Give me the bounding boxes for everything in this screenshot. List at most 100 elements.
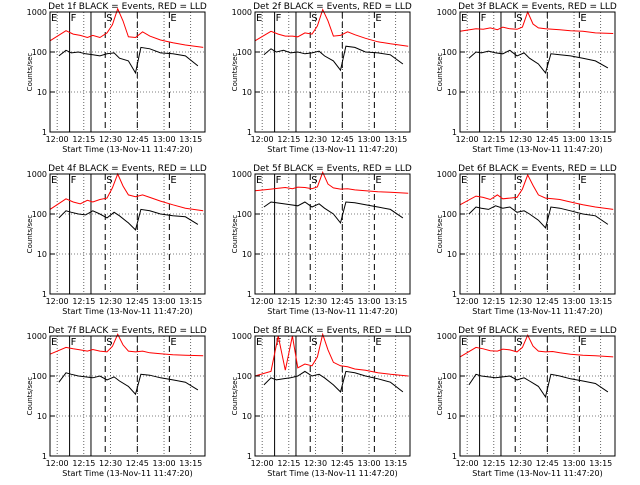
lld-series-line xyxy=(49,7,204,48)
plot-frame xyxy=(459,173,616,295)
panel-title: Det 4f BLACK = Events, RED = LLD xyxy=(48,164,207,174)
lld-series-line xyxy=(49,333,204,357)
x-tick-label: 13:15 xyxy=(384,135,407,144)
events-series-line xyxy=(263,201,404,224)
x-tick-label: 12:15 xyxy=(482,297,505,306)
events-series-line xyxy=(468,205,609,229)
event-marker-label: E xyxy=(256,175,262,186)
y-tick-label: 1 xyxy=(247,290,252,299)
panel-title: Det 6f BLACK = Events, RED = LLD xyxy=(458,164,617,174)
x-tick-label: 12:00 xyxy=(251,297,274,306)
plot-frame xyxy=(49,335,206,457)
panel-title: Det 3f BLACK = Events, RED = LLD xyxy=(458,2,617,12)
y-tick-label: 1000 xyxy=(437,332,457,341)
events-series-line xyxy=(58,208,199,231)
plot-frame xyxy=(254,11,411,133)
y-tick-label: 10 xyxy=(447,88,457,97)
y-tick-label: 1 xyxy=(452,128,457,137)
panel-title: Det 9f BLACK = Events, RED = LLD xyxy=(458,326,617,336)
plot-frame xyxy=(254,335,411,457)
events-series-line xyxy=(263,370,404,393)
x-tick-label: 12:15 xyxy=(277,459,300,468)
event-marker-label: F xyxy=(481,13,487,24)
event-marker-label: E xyxy=(170,337,176,348)
y-tick-label: 10 xyxy=(242,412,252,421)
events-series-line xyxy=(468,373,609,399)
y-tick-label: 100 xyxy=(32,48,47,57)
x-axis-label: Start Time (13-Nov-11 11:47:20) xyxy=(267,469,397,478)
event-marker-label: S xyxy=(516,337,522,348)
event-marker-label: F xyxy=(276,175,282,186)
x-tick-label: 12:45 xyxy=(126,459,149,468)
x-tick-label: 13:00 xyxy=(152,135,175,144)
y-tick-label: 1000 xyxy=(27,332,47,341)
x-tick-label: 12:00 xyxy=(251,135,274,144)
x-tick-label: 12:45 xyxy=(331,459,354,468)
x-tick-label: 13:15 xyxy=(384,459,407,468)
x-tick-label: 13:15 xyxy=(384,297,407,306)
x-tick-label: 12:30 xyxy=(304,459,327,468)
x-tick-label: 13:15 xyxy=(179,135,202,144)
y-axis-label: Counts/sec xyxy=(26,53,34,92)
x-tick-label: 12:15 xyxy=(277,297,300,306)
lld-series-line xyxy=(254,332,409,377)
x-tick-label: 12:45 xyxy=(331,297,354,306)
event-marker-label: F xyxy=(71,337,77,348)
y-axis-label: Counts/sec xyxy=(436,377,444,416)
y-tick-label: 1 xyxy=(247,452,252,461)
y-axis-label: Counts/sec xyxy=(436,215,444,254)
y-tick-label: 1000 xyxy=(232,332,252,341)
x-axis-label: Start Time (13-Nov-11 11:47:20) xyxy=(62,307,192,316)
x-tick-label: 12:45 xyxy=(536,135,559,144)
x-tick-label: 12:45 xyxy=(126,297,149,306)
y-tick-label: 1000 xyxy=(27,8,47,17)
y-tick-label: 100 xyxy=(442,48,457,57)
x-tick-label: 12:15 xyxy=(482,459,505,468)
x-tick-label: 13:15 xyxy=(589,297,612,306)
y-tick-label: 100 xyxy=(237,372,252,381)
panel-title: Det 2f BLACK = Events, RED = LLD xyxy=(253,2,412,12)
plot-frame xyxy=(459,11,616,133)
event-marker-label: E xyxy=(51,13,57,24)
y-tick-label: 1 xyxy=(452,290,457,299)
x-tick-label: 12:30 xyxy=(509,459,532,468)
event-marker-label: S xyxy=(516,175,522,186)
event-marker-label: F xyxy=(276,337,282,348)
y-axis-label: Counts/sec xyxy=(231,53,239,92)
y-tick-label: 100 xyxy=(442,210,457,219)
y-tick-label: 1000 xyxy=(437,8,457,17)
y-axis-label: Counts/sec xyxy=(231,377,239,416)
y-axis-label: Counts/sec xyxy=(26,377,34,416)
event-marker-label: E xyxy=(461,337,467,348)
plot-frame xyxy=(459,335,616,457)
x-tick-label: 13:00 xyxy=(562,297,585,306)
x-tick-label: 12:15 xyxy=(482,135,505,144)
x-tick-label: 12:00 xyxy=(456,459,479,468)
event-marker-label: S xyxy=(106,13,112,24)
x-tick-label: 13:00 xyxy=(152,297,175,306)
x-tick-label: 13:00 xyxy=(562,135,585,144)
y-tick-label: 1000 xyxy=(232,170,252,179)
event-marker-label: E xyxy=(461,13,467,24)
x-tick-label: 12:45 xyxy=(536,297,559,306)
x-tick-label: 12:30 xyxy=(509,297,532,306)
x-tick-label: 12:30 xyxy=(509,135,532,144)
x-tick-label: 13:00 xyxy=(357,459,380,468)
y-tick-label: 100 xyxy=(32,210,47,219)
x-tick-label: 12:15 xyxy=(72,459,95,468)
event-marker-label: E xyxy=(375,13,381,24)
y-tick-label: 1 xyxy=(452,452,457,461)
lld-series-line xyxy=(459,173,614,210)
event-marker-label: F xyxy=(71,13,77,24)
x-tick-label: 12:30 xyxy=(99,459,122,468)
lld-series-line xyxy=(254,8,409,47)
event-marker-label: E xyxy=(375,175,381,186)
y-tick-label: 10 xyxy=(447,250,457,259)
events-series-line xyxy=(468,49,609,74)
x-axis-label: Start Time (13-Nov-11 11:47:20) xyxy=(62,145,192,154)
